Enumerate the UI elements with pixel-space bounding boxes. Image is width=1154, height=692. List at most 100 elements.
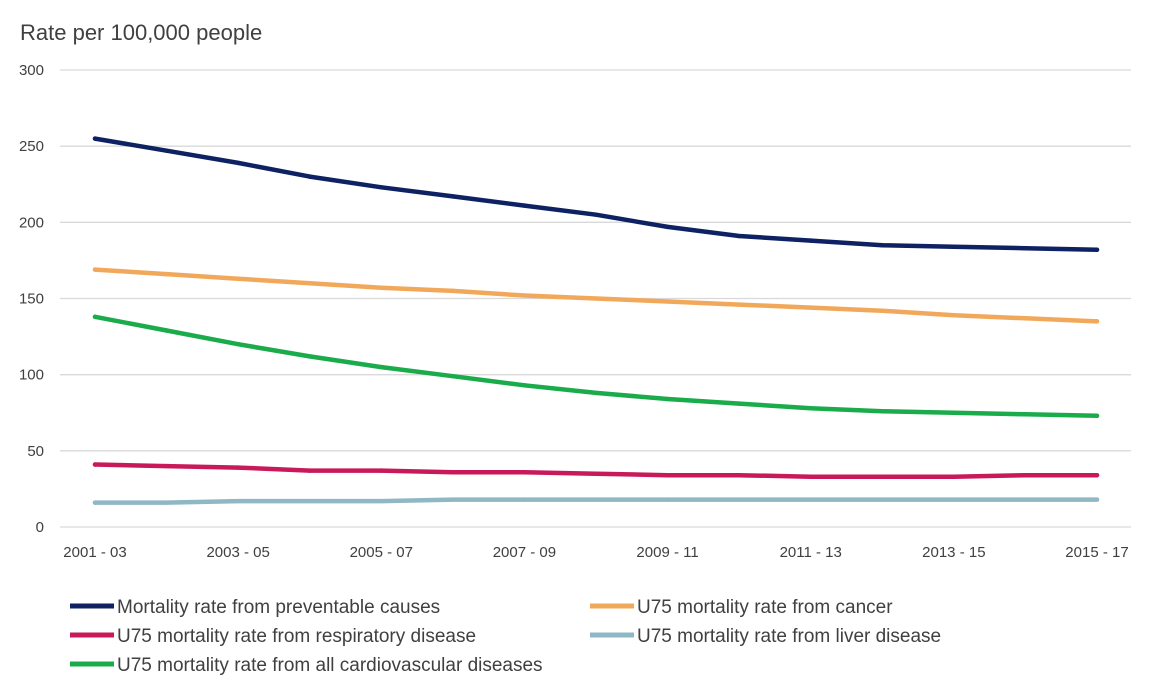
data-point: [736, 497, 742, 502]
y-tick-label: 50: [27, 443, 44, 460]
data-point: [1023, 497, 1028, 502]
y-tick-label: 200: [19, 214, 44, 231]
x-axis-ticks: 2001 - 03 2003 - 05 2005 - 07 2007 - 09 2009…: [63, 544, 1128, 561]
data-point: [593, 471, 599, 476]
y-tick-label: 150: [19, 291, 44, 308]
x-tick-label: 2009 - 11: [636, 544, 698, 561]
y-axis-title: Rate per 100,000 people: [20, 20, 262, 45]
data-point: [379, 364, 384, 370]
data-point: [450, 497, 456, 502]
data-point: [379, 285, 384, 291]
x-tick-label: 2015 - 17: [1065, 544, 1128, 561]
legend-label: U75 mortality rate from liver disease: [637, 626, 941, 647]
data-point: [736, 302, 742, 307]
y-tick-label: 250: [19, 138, 44, 155]
data-point: [92, 136, 98, 141]
data-point: [450, 288, 456, 294]
data-point: [593, 497, 599, 502]
series-line-0: [92, 136, 1100, 253]
x-tick-label: 2001 - 03: [63, 544, 126, 561]
data-point: [307, 498, 312, 504]
data-point: [235, 160, 241, 166]
data-point: [736, 401, 742, 406]
data-point: [522, 469, 527, 475]
data-point: [164, 271, 169, 277]
series-line-4: [92, 314, 1100, 419]
data-point: [379, 185, 384, 190]
legend: Mortality rate from preventable causes U7…: [70, 597, 941, 676]
gridlines: [60, 69, 1131, 528]
data-point: [1094, 247, 1100, 252]
data-point: [951, 474, 957, 479]
data-point: [593, 212, 599, 217]
data-point: [808, 474, 813, 479]
data-point: [379, 498, 384, 504]
data-point: [1094, 473, 1100, 478]
data-point: [665, 299, 670, 304]
legend-label: U75 mortality rate from all cardiovascul…: [117, 655, 543, 676]
data-point: [808, 305, 813, 310]
data-point: [522, 497, 527, 502]
data-point: [951, 244, 957, 249]
data-point: [164, 500, 169, 505]
data-point: [593, 296, 599, 301]
data-point: [808, 497, 813, 502]
y-tick-label: 0: [36, 519, 44, 536]
data-point: [880, 242, 885, 248]
series-line-1: [92, 267, 1100, 324]
data-point: [736, 473, 742, 478]
data-point: [164, 463, 169, 469]
x-tick-label: 2013 - 15: [922, 544, 985, 561]
data-point: [92, 314, 98, 319]
data-point: [1094, 413, 1100, 418]
data-point: [951, 497, 957, 502]
series-lines: [92, 136, 1100, 505]
data-point: [379, 468, 384, 473]
data-point: [665, 497, 670, 502]
data-point: [951, 410, 957, 415]
data-point: [1023, 412, 1028, 417]
x-tick-label: 2003 - 05: [206, 544, 269, 561]
data-point: [593, 390, 599, 396]
data-point: [665, 224, 670, 230]
data-point: [880, 409, 885, 414]
data-point: [808, 405, 813, 411]
data-point: [1023, 246, 1028, 251]
data-point: [522, 203, 527, 208]
legend-label: Mortality rate from preventable causes: [117, 597, 440, 618]
data-point: [92, 462, 98, 467]
data-point: [235, 498, 241, 504]
data-point: [164, 328, 169, 333]
data-point: [307, 174, 312, 179]
x-tick-label: 2007 - 09: [493, 544, 556, 561]
data-point: [307, 468, 312, 473]
data-point: [235, 276, 241, 281]
data-point: [522, 383, 527, 388]
data-point: [1023, 473, 1028, 478]
data-point: [235, 342, 241, 347]
y-tick-label: 100: [19, 367, 44, 384]
data-point: [808, 238, 813, 243]
data-point: [1023, 316, 1028, 321]
data-point: [1094, 497, 1100, 502]
data-point: [1094, 319, 1100, 324]
data-point: [880, 497, 885, 502]
data-point: [450, 373, 456, 379]
data-point: [307, 281, 312, 286]
data-point: [880, 308, 885, 313]
y-tick-label: 300: [19, 62, 44, 79]
data-point: [92, 267, 98, 272]
x-tick-label: 2005 - 07: [350, 544, 413, 561]
data-point: [164, 148, 169, 153]
data-point: [880, 474, 885, 479]
data-point: [665, 473, 670, 478]
data-point: [665, 396, 670, 402]
y-axis-ticks: 0 50 100 150 200 250 300: [19, 62, 44, 536]
data-point: [522, 293, 527, 298]
data-point: [235, 465, 241, 470]
data-point: [307, 354, 312, 359]
legend-label: U75 mortality rate from respiratory dise…: [117, 626, 476, 647]
x-tick-label: 2011 - 13: [780, 544, 842, 561]
data-point: [951, 313, 957, 318]
